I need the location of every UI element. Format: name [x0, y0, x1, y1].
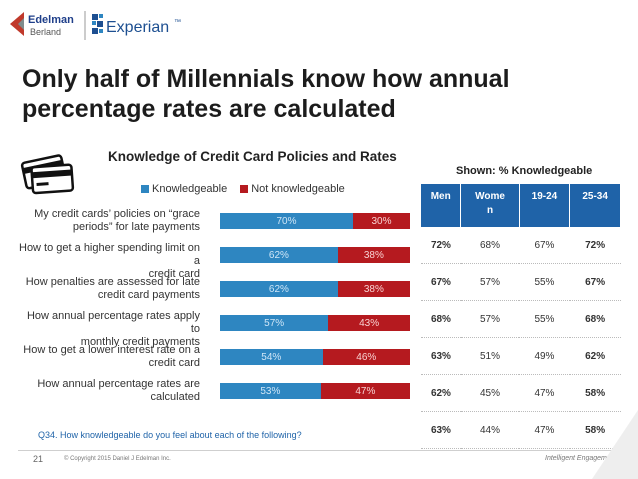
bar-not-knowledgeable: 43%: [328, 315, 410, 331]
table-cell: 55%: [519, 263, 570, 301]
bar-not-knowledgeable: 46%: [322, 349, 410, 365]
table-cell: 44%: [460, 411, 520, 449]
table-header-cell: Wome n: [460, 184, 520, 227]
logo-experian: Experian: [106, 19, 169, 36]
page-number: 21: [33, 454, 44, 464]
bar-category-label: How annual percentage rates apply to mont…: [26, 310, 200, 348]
table-cell: 62%: [569, 337, 621, 375]
table-row: 63% 44% 47% 58%: [421, 411, 621, 449]
bar-knowledgeable: 57%: [220, 315, 329, 331]
table-cell: 68%: [569, 300, 621, 338]
legend-swatch-knowledgeable: [141, 185, 149, 193]
table-cell: 58%: [569, 374, 621, 412]
table-cell: 67%: [519, 227, 570, 264]
bar-category-label: How penalties are assessed for late credi…: [25, 276, 200, 301]
bar-not-knowledgeable: 30%: [353, 213, 410, 229]
chart-legend: Knowledgeable Not knowledgeable: [141, 183, 358, 195]
table-cell: 72%: [421, 227, 461, 264]
table-cell: 68%: [460, 227, 520, 264]
table-header-cell: 25-34: [569, 184, 621, 227]
table-cell: 57%: [460, 263, 520, 301]
table-cell: 57%: [460, 300, 520, 338]
table-row: 62% 45% 47% 58%: [421, 374, 621, 412]
table-cell: 45%: [460, 374, 520, 412]
svg-text:™: ™: [174, 19, 181, 26]
table-cell: 58%: [569, 411, 621, 449]
bar-knowledgeable: 62%: [220, 247, 338, 263]
bar-category-label: How to get a lower interest rate on a cre…: [23, 344, 200, 369]
table-cell: 55%: [519, 300, 570, 338]
table-cell: 63%: [421, 337, 461, 375]
survey-question: Q34. How knowledgeable do you feel about…: [38, 430, 302, 440]
table-cell: 67%: [569, 263, 621, 301]
table-cell: 72%: [569, 227, 621, 264]
table-header-cell: 19-24: [519, 184, 571, 227]
bar-knowledgeable: 62%: [220, 281, 338, 297]
tagline: Intelligent Engagement: [545, 455, 617, 462]
bar-knowledgeable: 53%: [220, 383, 321, 399]
table-cell: 51%: [460, 337, 520, 375]
bar-knowledgeable: 70%: [220, 213, 353, 229]
logos: Edelman Berland Experian ™: [10, 11, 181, 40]
bar-category-label: My credit cards’ policies on “grace perio…: [34, 208, 200, 233]
logo-edelman: Edelman: [28, 14, 74, 26]
credit-card-icon: [20, 154, 75, 195]
legend-swatch-not-knowledgeable: [240, 185, 249, 193]
table-cell: 47%: [519, 411, 570, 449]
demographic-table: Men Wome n 19-24 25-34 72% 68% 67% 72% 67% 57% 55%…: [421, 184, 621, 449]
bar-not-knowledgeable: 38%: [337, 247, 410, 263]
corner-decoration-icon: [592, 410, 638, 479]
chart-title: Knowledge of Credit Card Policies and Ra…: [108, 149, 397, 164]
table-row: 68% 57% 55% 68%: [421, 300, 621, 338]
legend-item-not-knowledgeable: Not knowledgeable: [240, 183, 345, 195]
table-caption: Shown: % Knowledgeable: [456, 165, 593, 177]
logo-area: Edelman Berland Experian ™: [8, 6, 208, 46]
table-row: 72% 68% 67% 72%: [421, 227, 621, 264]
page-title: Only half of Millennials know how annual…: [22, 65, 510, 123]
table-row: 63% 51% 49% 62%: [421, 337, 621, 375]
experian-mark-icon: [92, 14, 103, 34]
logo-berland: Berland: [30, 27, 61, 37]
table-header-cell: Men: [421, 184, 462, 227]
copyright: © Copyright 2015 Daniel J Edelman Inc.: [64, 456, 171, 462]
table-cell: 68%: [421, 300, 461, 338]
table-cell: 67%: [421, 263, 461, 301]
bar-knowledgeable: 54%: [220, 349, 323, 365]
table-row: 67% 57% 55% 67%: [421, 263, 621, 301]
table-cell: 63%: [421, 411, 461, 449]
table-cell: 62%: [421, 374, 461, 412]
footer-divider: [18, 450, 624, 451]
bar-not-knowledgeable: 47%: [320, 383, 410, 399]
table-cell: 47%: [519, 374, 570, 412]
bar-not-knowledgeable: 38%: [337, 281, 410, 297]
edelman-arrow-icon: [10, 12, 24, 36]
legend-item-knowledgeable: Knowledgeable: [141, 183, 227, 195]
table-cell: 49%: [519, 337, 570, 375]
bar-category-label: How annual percentage rates are calculate…: [37, 378, 200, 403]
